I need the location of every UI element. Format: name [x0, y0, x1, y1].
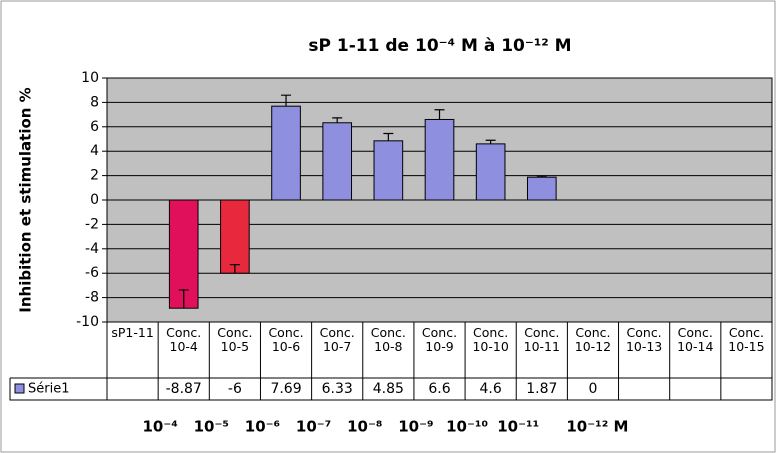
y-tick-label: 10 — [81, 70, 99, 86]
x-tick-label-box: Conc. 10-12 — [574, 326, 612, 354]
x-tick-label-box: Conc. 10-10 — [472, 326, 509, 354]
y-axis-label: Inhibition et stimulation % — [17, 87, 35, 312]
y-tick-label: 8 — [90, 94, 99, 110]
error-bar — [485, 139, 496, 144]
legend-label: Série1 — [28, 382, 69, 397]
data-label: -6 — [228, 381, 242, 397]
error-bar — [332, 117, 343, 123]
error-bar — [434, 109, 445, 120]
bottom-label: 10⁻¹² M — [566, 418, 628, 436]
data-label: 4.6 — [480, 381, 502, 397]
x-tick-label: Conc. 10-11 — [523, 326, 560, 354]
x-tick-label-box: Conc. 10-13 — [625, 326, 663, 354]
y-tick-label: -2 — [85, 216, 99, 232]
error-bar — [383, 132, 394, 141]
x-tick-label-box: sP1-11 — [111, 326, 154, 340]
x-tick-label-box: Conc. 10-15 — [728, 326, 765, 354]
x-tick-label: Conc. 10-7 — [319, 326, 355, 354]
data-label: 1.87 — [526, 381, 557, 397]
data-label: -8.87 — [166, 381, 202, 397]
x-tick-label: Conc. 10-13 — [625, 326, 663, 354]
bottom-label: 10⁻⁴ — [142, 418, 177, 436]
y-tick-label: -10 — [76, 314, 99, 330]
x-tick-label: Conc. 10-4 — [166, 326, 202, 354]
error-bar — [229, 264, 240, 274]
x-tick-label: Conc. 10-6 — [268, 326, 304, 354]
y-tick-label: -8 — [85, 290, 99, 306]
x-tick-label-box: Conc. 10-14 — [677, 326, 714, 354]
bottom-label: 10⁻⁸ — [347, 418, 382, 436]
legend-swatch — [14, 383, 25, 394]
x-tick-label-box: Conc. 10-11 — [523, 326, 560, 354]
y-tick-label: 2 — [90, 168, 99, 184]
data-label: 6.6 — [428, 381, 450, 397]
x-tick-label-box: Conc. 10-8 — [370, 326, 406, 354]
x-tick-label: sP1-11 — [111, 326, 154, 340]
data-label: 0 — [589, 381, 598, 397]
bottom-label: 10⁻⁵ — [194, 418, 229, 436]
x-tick-label-box: Conc. 10-4 — [166, 326, 202, 354]
x-tick-label: Conc. 10-12 — [574, 326, 612, 354]
data-label: 4.85 — [373, 381, 404, 397]
error-bar — [536, 175, 547, 178]
x-tick-label-box: Conc. 10-5 — [217, 326, 253, 354]
bottom-label: 10⁻⁶ — [245, 418, 280, 436]
bottom-label: 10⁻¹¹ — [497, 418, 539, 436]
chart-title: sP 1-11 de 10⁻⁴ M à 10⁻¹² M — [308, 36, 571, 56]
bar — [220, 199, 250, 274]
x-tick-label: Conc. 10-5 — [217, 326, 253, 354]
bar — [322, 122, 353, 201]
x-tick-label: Conc. 10-9 — [421, 326, 458, 354]
y-tick-label: 6 — [90, 119, 99, 135]
data-label: 6.33 — [322, 381, 353, 397]
y-tick-label: 4 — [90, 143, 99, 159]
y-tick-label: -4 — [85, 241, 99, 257]
bar — [373, 140, 404, 201]
bottom-label: 10⁻⁷ — [296, 418, 331, 436]
x-tick-label-box: Conc. 10-6 — [268, 326, 304, 354]
bar — [424, 118, 455, 201]
y-tick-label: -6 — [85, 265, 99, 281]
x-tick-label-box: Conc. 10-9 — [421, 326, 458, 354]
x-tick-label: Conc. 10-14 — [677, 326, 714, 354]
x-tick-label: Conc. 10-15 — [728, 326, 765, 354]
bar — [271, 105, 301, 201]
bottom-label: 10⁻¹⁰ — [446, 418, 488, 436]
y-tick-label: 0 — [90, 192, 99, 208]
bar — [475, 143, 506, 201]
error-bar — [178, 289, 189, 309]
error-bar — [281, 94, 292, 107]
x-tick-label: Conc. 10-8 — [370, 326, 406, 354]
bar — [526, 176, 557, 201]
x-tick-label-box: Conc. 10-7 — [319, 326, 355, 354]
data-label: 7.69 — [270, 381, 301, 397]
x-tick-label: Conc. 10-10 — [472, 326, 509, 354]
bottom-label: 10⁻⁹ — [398, 418, 433, 436]
